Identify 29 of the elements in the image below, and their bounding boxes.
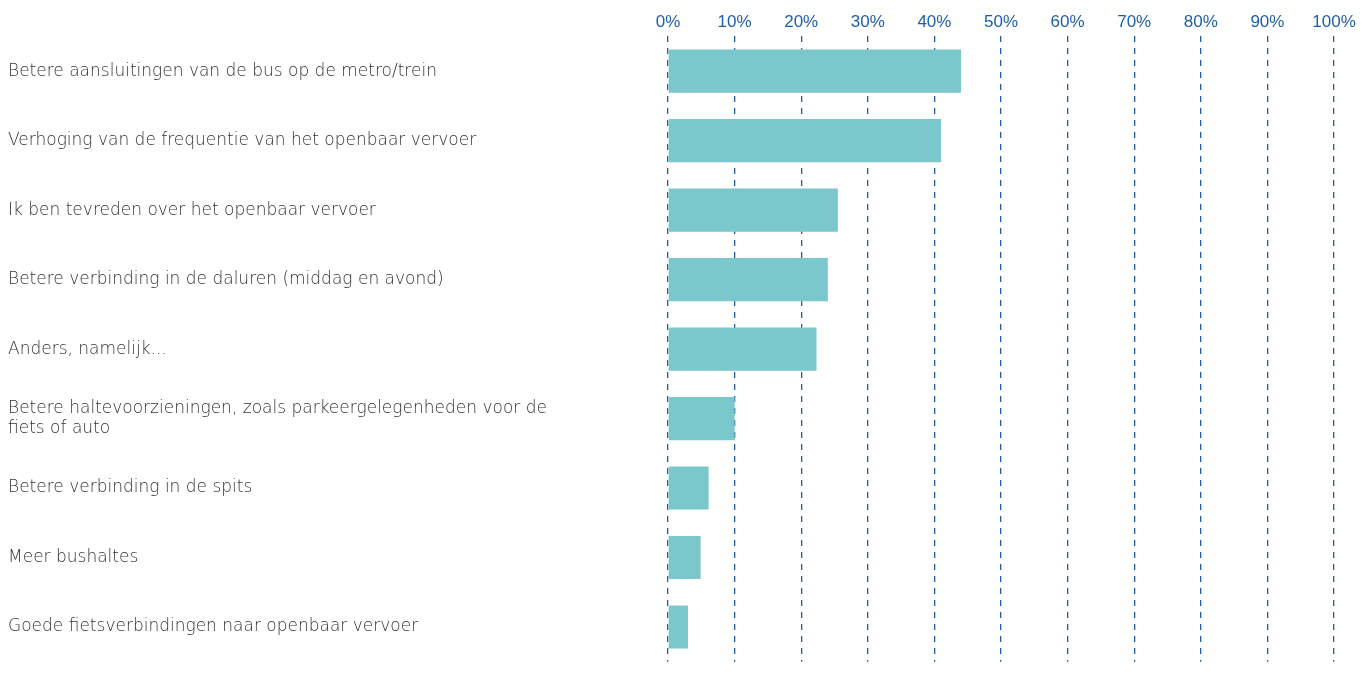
x-tick-label: 20%: [784, 11, 819, 31]
y-tick-label: Betere haltevoorzieningen, zoals parkeergelegenheden voor de fiets of auto: [8, 396, 547, 438]
bar: [668, 536, 701, 580]
x-tick-label: 90%: [1250, 11, 1285, 31]
x-tick-label: 40%: [917, 11, 952, 31]
bar: [668, 605, 688, 649]
x-tick-label: 30%: [850, 11, 885, 31]
y-tick-label: Verhoging van de frequentie van het openbaar vervoer: [8, 129, 477, 150]
bar: [668, 327, 817, 371]
y-tick-label: Meer bushaltes: [8, 545, 139, 566]
x-tick-label: 100%: [1312, 11, 1356, 31]
bar: [668, 466, 709, 510]
y-tick-label: Goede fietsverbindingen naar openbaar vervoer: [8, 615, 419, 636]
x-tick-label: 0%: [655, 11, 681, 31]
x-tick-label: 10%: [717, 11, 752, 31]
x-tick-label: 80%: [1183, 11, 1218, 31]
bar: [668, 188, 838, 232]
y-tick-label: Ik ben tevreden over het openbaar vervoer: [8, 198, 376, 219]
y-tick-label: Betere verbinding in de daluren (middag en avond): [8, 268, 444, 289]
y-tick-label: Anders, namelijk...: [8, 337, 167, 358]
bar: [668, 49, 962, 93]
bar: [668, 258, 828, 302]
bar: [668, 119, 942, 163]
x-tick-label: 60%: [1050, 11, 1085, 31]
bar: [668, 397, 735, 441]
y-tick-label: Betere aansluitingen van de bus op de metro/trein: [8, 59, 437, 80]
x-tick-label: 50%: [983, 11, 1019, 31]
x-tick-label: 70%: [1117, 11, 1152, 31]
y-tick-label: Betere verbinding in de spits: [8, 476, 253, 497]
